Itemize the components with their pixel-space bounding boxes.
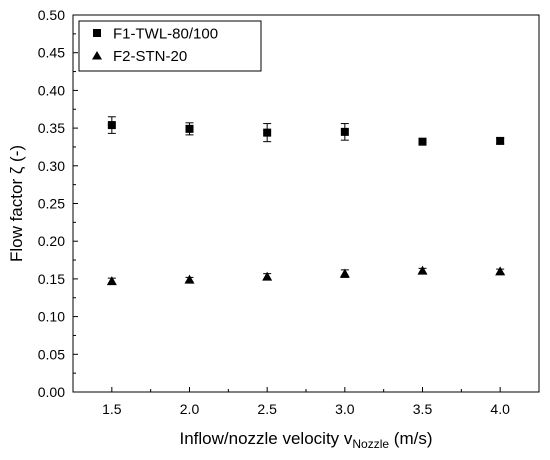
data-point-square bbox=[185, 124, 194, 133]
x-axis: 1.5 2.0 2.5 3.0 3.5 4.0 bbox=[72, 387, 540, 417]
x-tick-label: 3.5 bbox=[413, 401, 433, 417]
x-tick-label: 1.5 bbox=[102, 401, 122, 417]
x-tick-label: 2.5 bbox=[257, 401, 277, 417]
y-tick-label: 0.50 bbox=[38, 7, 65, 23]
y-tick-label: 0.25 bbox=[38, 196, 65, 212]
data-marks bbox=[106, 116, 506, 286]
legend-box bbox=[78, 20, 262, 72]
x-tick-label: 2.0 bbox=[180, 401, 200, 417]
legend: F1-TWL-80/100 F2-STN-20 bbox=[78, 20, 262, 72]
data-point-triangle bbox=[495, 266, 506, 276]
y-tick-label: 0.45 bbox=[38, 45, 65, 61]
plot-frame bbox=[72, 14, 540, 393]
x-axis-title-subscript: Nozzle bbox=[352, 437, 389, 451]
data-point-triangle bbox=[339, 268, 350, 278]
x-tick-label: 3.0 bbox=[335, 401, 355, 417]
data-point-square bbox=[107, 121, 116, 130]
y-tick-label: 0.00 bbox=[38, 384, 65, 400]
y-tick-label: 0.05 bbox=[38, 346, 65, 362]
y-tick-label: 0.15 bbox=[38, 271, 65, 287]
legend-triangle-marker bbox=[92, 51, 102, 60]
data-point-square bbox=[418, 137, 427, 146]
y-tick-label: 0.10 bbox=[38, 309, 65, 325]
data-point-square bbox=[263, 128, 272, 137]
data-point-triangle bbox=[417, 265, 428, 275]
x-tick-label: 4.0 bbox=[490, 401, 510, 417]
y-tick-label: 0.40 bbox=[38, 82, 65, 98]
data-point-triangle bbox=[184, 274, 195, 284]
legend-square-marker bbox=[93, 29, 101, 37]
data-point-triangle bbox=[106, 276, 117, 286]
y-tick-label: 0.30 bbox=[38, 158, 65, 174]
y-tick-label: 0.20 bbox=[38, 233, 65, 249]
data-point-triangle bbox=[262, 271, 273, 281]
y-tick-label: 0.35 bbox=[38, 120, 65, 136]
data-point-square bbox=[340, 127, 349, 136]
legend-label-f1: F1-TWL-80/100 bbox=[113, 26, 218, 43]
legend-label-f2: F2-STN-20 bbox=[113, 48, 187, 65]
y-axis-title: Flow factor ζ (-) bbox=[7, 145, 26, 262]
x-axis-title: Inflow/nozzle velocity vNozzle (m/s) bbox=[179, 429, 432, 451]
x-axis-title-main: Inflow/nozzle velocity v bbox=[179, 429, 352, 448]
y-axis: 0.00 0.05 0.10 0.15 0.20 0.25 0.30 0.35 0.40 0.45… bbox=[38, 7, 78, 400]
x-axis-title-unit: (m/s) bbox=[389, 429, 432, 448]
data-point-square bbox=[496, 136, 505, 145]
